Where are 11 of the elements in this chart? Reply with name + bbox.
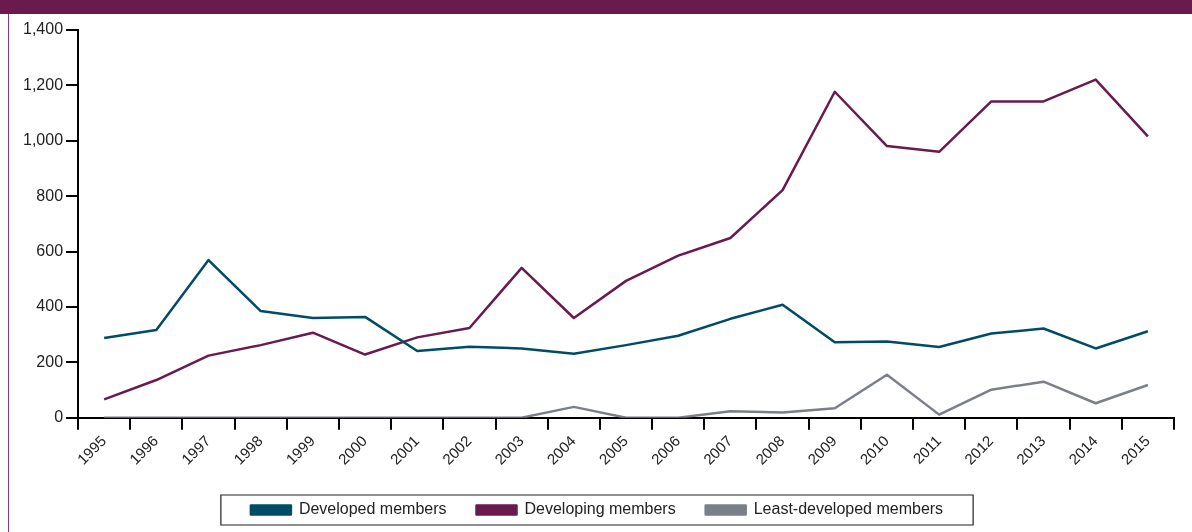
legend-label: Least-developed members: [753, 500, 944, 518]
y-tick-label: 600: [36, 241, 64, 259]
y-tick-label: 1,200: [22, 75, 64, 93]
y-tick-label: 1,400: [22, 20, 64, 38]
legend-label: Developed members: [298, 500, 447, 518]
legend-label: Developing members: [524, 500, 676, 518]
y-tick-label: 200: [36, 352, 64, 370]
y-tick-label: 800: [36, 186, 64, 204]
y-tick-label: 400: [36, 297, 64, 315]
y-tick-label: 0: [54, 408, 64, 426]
y-tick-label: 1,000: [22, 131, 64, 149]
